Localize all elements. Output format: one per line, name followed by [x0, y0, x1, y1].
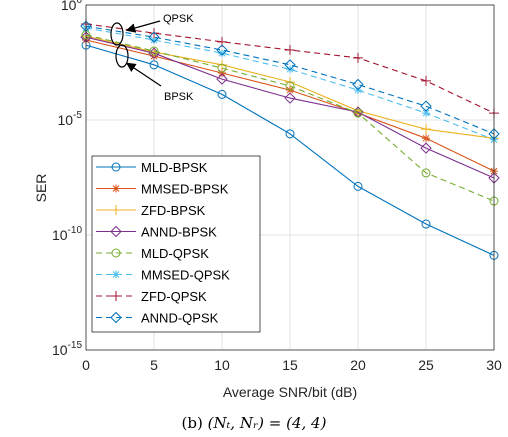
y-tick-label: 10-10 [52, 225, 82, 243]
legend-label: MMSED-BPSK [141, 182, 229, 197]
asterisk-marker [112, 270, 120, 279]
x-axis-label: Average SNR/bit (dB) [223, 384, 357, 400]
circle-marker [217, 89, 227, 99]
plot-frame [85, 4, 495, 351]
asterisk-marker [218, 49, 226, 58]
caption-formula: (Nₜ, Nᵣ) = (4, 4) [208, 414, 327, 432]
x-tick-label: 25 [418, 357, 434, 373]
legend-label: ANND-BPSK [141, 225, 217, 240]
circle-marker [353, 108, 363, 118]
series-line [85, 36, 495, 179]
legend-label: MMSED-QPSK [141, 268, 230, 283]
asterisk-marker [218, 69, 226, 78]
y-tick-label: 10-15 [52, 340, 82, 358]
legend-label: ZFD-BPSK [141, 203, 206, 218]
diamond-marker [420, 100, 432, 112]
plus-marker [285, 45, 295, 56]
annotations: QPSK BPSK [110, 13, 194, 103]
legend-label: ANND-QPSK [141, 311, 219, 326]
series-layer [80, 18, 500, 260]
bpsk-arrow [126, 62, 162, 87]
legend-item: MMSED-QPSK [96, 268, 230, 283]
x-tick-label: 0 [82, 357, 90, 373]
legend-box [91, 155, 261, 333]
circle-marker [217, 63, 227, 73]
legend-label: MLD-QPSK [141, 246, 209, 261]
circle-marker [111, 162, 121, 172]
circle-marker [421, 219, 431, 229]
caption-prefix: (b) [182, 414, 208, 432]
bpsk-annotation: BPSK [164, 91, 194, 103]
circle-marker [285, 81, 295, 91]
legend-item: ZFD-BPSK [96, 203, 206, 218]
figure-caption: (b) (Nₜ, Nᵣ) = (4, 4) [182, 414, 327, 432]
y-tick-label: 100 [61, 0, 83, 13]
circle-marker [149, 46, 159, 56]
legend-item: ANND-BPSK [96, 225, 217, 240]
plus-marker [421, 75, 431, 86]
asterisk-marker [112, 184, 120, 193]
x-tick-label: 15 [282, 357, 298, 373]
asterisk-marker [422, 134, 430, 143]
x-tick-label: 30 [486, 357, 502, 373]
diamond-marker [284, 92, 296, 104]
legend-item: ANND-QPSK [96, 311, 219, 326]
qpsk-annotation: QPSK [163, 13, 194, 25]
y-axis-label: SER [33, 174, 49, 203]
diamond-marker [148, 31, 160, 43]
legend-item: MLD-BPSK [96, 160, 208, 175]
legend-item: MMSED-BPSK [96, 182, 229, 197]
y-tick-label: 10-5 [58, 110, 83, 128]
diamond-marker [352, 78, 364, 91]
diamond-marker [110, 225, 122, 238]
plus-marker [149, 28, 159, 39]
diamond-marker [420, 142, 432, 154]
circle-marker [285, 129, 295, 139]
legend-label: ZFD-QPSK [141, 289, 207, 304]
x-tick-label: 5 [150, 357, 158, 373]
series-mld-bpsk [81, 40, 499, 260]
diamond-marker [110, 311, 122, 324]
x-tick-label: 10 [214, 357, 230, 373]
circle-marker [111, 248, 121, 258]
diamond-marker [216, 73, 228, 85]
asterisk-marker [150, 36, 158, 45]
legend-item: ZFD-QPSK [96, 289, 207, 304]
x-tick-label: 20 [350, 357, 366, 373]
circle-marker [421, 168, 431, 178]
diamond-marker [216, 44, 228, 56]
legend-label: MLD-BPSK [141, 160, 208, 175]
legend-item: MLD-QPSK [96, 246, 209, 261]
circle-marker [149, 60, 159, 70]
legend: MLD-BPSK MMSED-BPSK ZFD-BPSK ANND-BPSK MLD-Q… [91, 155, 261, 333]
plus-marker [111, 291, 121, 301]
plus-marker [111, 205, 121, 215]
plus-marker [353, 52, 363, 63]
bpsk-ellipse [115, 44, 129, 68]
tick-labels: 0 5 10 15 20 25 30 100 10-5 10-10 10-15 [52, 0, 502, 373]
circle-marker [353, 181, 363, 191]
series-line [85, 34, 495, 202]
asterisk-marker [422, 109, 430, 118]
qpsk-arrow [125, 20, 161, 33]
plus-marker [421, 124, 431, 135]
qpsk-ellipse [110, 22, 124, 46]
diamond-marker [284, 59, 296, 71]
series-line [85, 44, 495, 256]
